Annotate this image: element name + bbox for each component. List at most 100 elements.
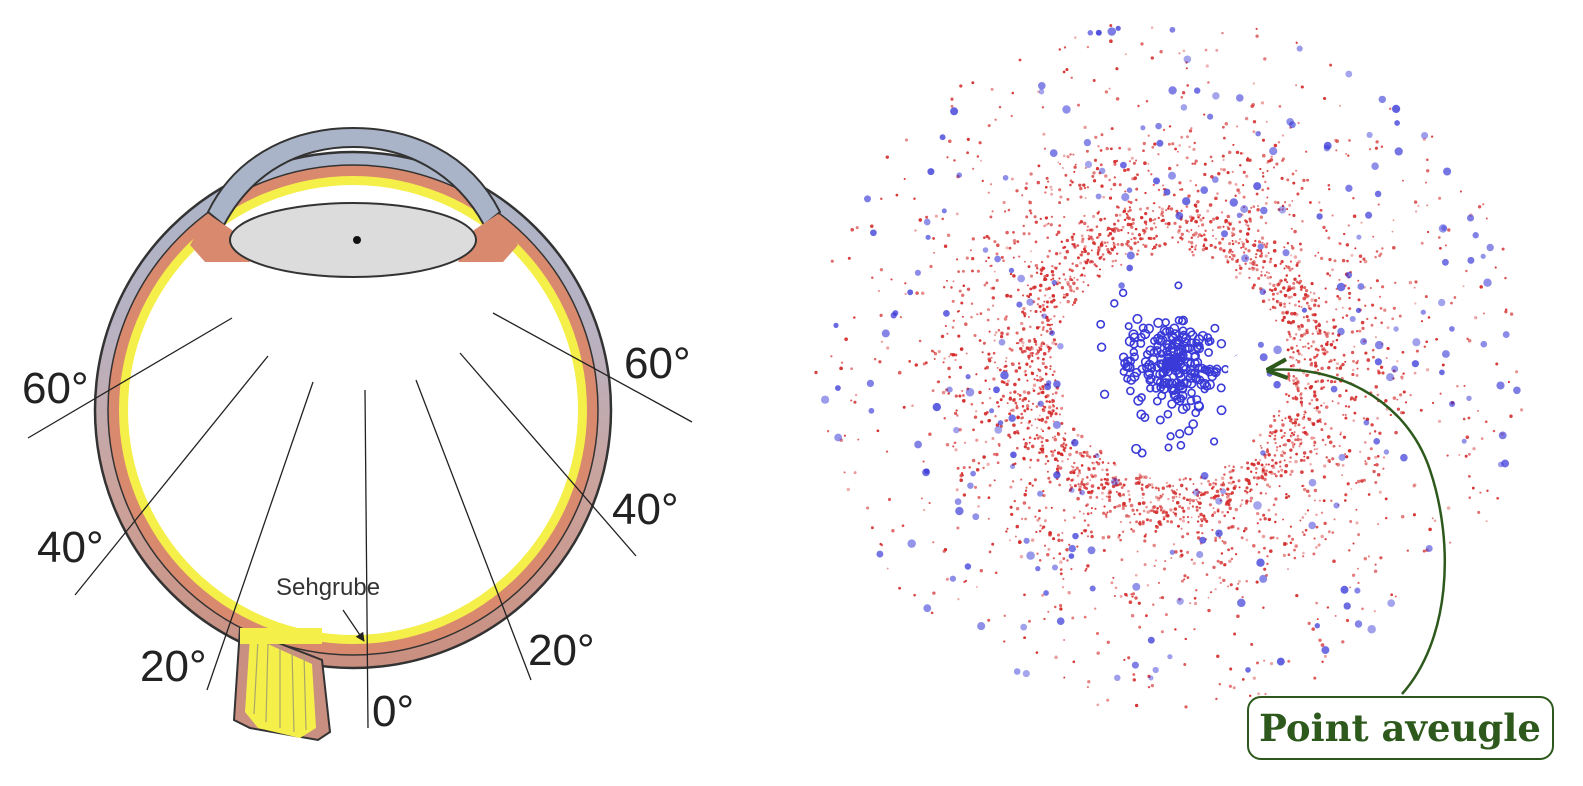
rod-cell bbox=[1182, 496, 1186, 500]
rod-cell bbox=[1313, 436, 1316, 440]
rod-cell bbox=[1291, 363, 1295, 368]
rod-cell bbox=[1044, 216, 1048, 220]
rod-cell bbox=[1220, 211, 1224, 214]
rod-cell bbox=[1038, 435, 1042, 439]
rod-cell bbox=[1313, 355, 1317, 359]
rod-cell bbox=[1291, 432, 1294, 435]
rod-cell bbox=[1004, 360, 1007, 363]
rod-cell bbox=[1079, 261, 1083, 265]
rod-cell bbox=[1192, 147, 1196, 151]
rod-cell bbox=[1352, 214, 1357, 218]
rod-cell bbox=[933, 357, 936, 360]
rod-cell bbox=[1181, 237, 1184, 240]
rod-cell bbox=[1313, 361, 1318, 365]
rod-cell bbox=[1095, 264, 1098, 268]
rod-cell bbox=[1350, 253, 1354, 257]
rod-cell bbox=[1266, 555, 1269, 558]
rod-cell bbox=[998, 105, 1002, 109]
rod-cell bbox=[1036, 458, 1040, 462]
rod-cell bbox=[1089, 259, 1093, 263]
rod-cell bbox=[1462, 285, 1465, 288]
rod-cell bbox=[1143, 244, 1148, 248]
rod-cell bbox=[1105, 478, 1109, 482]
rod-cell bbox=[1335, 366, 1339, 370]
rod-cell bbox=[1073, 461, 1076, 465]
rod-cell bbox=[1106, 241, 1109, 244]
rod-cell bbox=[1259, 518, 1262, 521]
rod-cell bbox=[993, 361, 997, 364]
rod-cell bbox=[1172, 485, 1175, 487]
rod-cell bbox=[1038, 517, 1041, 520]
rod-cell bbox=[1062, 273, 1066, 276]
rod-cell bbox=[1218, 225, 1222, 229]
rod-cell bbox=[1109, 24, 1113, 27]
rod-cell bbox=[1091, 475, 1095, 479]
rod-cell bbox=[1244, 247, 1248, 251]
rod-cell bbox=[1046, 553, 1050, 557]
rod-cell bbox=[1029, 274, 1034, 278]
rod-cell bbox=[1392, 245, 1396, 250]
rod-cell bbox=[1252, 439, 1256, 443]
rod-cell bbox=[1131, 529, 1136, 533]
rod-cell bbox=[1048, 400, 1051, 403]
rod-cell bbox=[1080, 434, 1084, 439]
rod-cell bbox=[1082, 183, 1086, 187]
rod-cell bbox=[1195, 505, 1199, 509]
rod-cell bbox=[1302, 345, 1305, 348]
rod-cell bbox=[1325, 320, 1329, 323]
rod-cell bbox=[1180, 135, 1184, 139]
rod-cell bbox=[1295, 344, 1298, 347]
rod-cell bbox=[1135, 173, 1138, 176]
rod-cell bbox=[1311, 627, 1315, 631]
rod-cell bbox=[1229, 667, 1233, 671]
rod-cell bbox=[1269, 275, 1272, 279]
rod-cell bbox=[1107, 483, 1110, 486]
rod-cell bbox=[1051, 393, 1054, 396]
rod-cell bbox=[1268, 260, 1272, 264]
rod-cell bbox=[1299, 242, 1302, 246]
rod-cell bbox=[1124, 207, 1127, 210]
rod-cell bbox=[1359, 260, 1362, 264]
rod-cell bbox=[1137, 476, 1141, 481]
rod-cell bbox=[1291, 172, 1295, 176]
rod-cell bbox=[1166, 485, 1169, 488]
rod-cell bbox=[1044, 462, 1047, 465]
rod-cell bbox=[1219, 560, 1223, 565]
rod-cell bbox=[1035, 271, 1039, 274]
rod-cell bbox=[1073, 298, 1078, 302]
rod-cell bbox=[1317, 543, 1321, 547]
rod-cell bbox=[1183, 578, 1186, 581]
rod-cell bbox=[1191, 505, 1194, 508]
rod-cell bbox=[1070, 76, 1073, 79]
rod-cell bbox=[1303, 286, 1307, 290]
rod-cell bbox=[1179, 549, 1183, 553]
rod-cell bbox=[1227, 481, 1231, 485]
rod-cell bbox=[1400, 514, 1405, 519]
rod-cell bbox=[1177, 228, 1181, 232]
rod-cell bbox=[992, 452, 996, 456]
rod-cell bbox=[847, 256, 851, 260]
rod-cell bbox=[1190, 229, 1193, 231]
rod-cell bbox=[1224, 122, 1229, 126]
rod-cell bbox=[962, 466, 966, 470]
rod-cell bbox=[1327, 236, 1331, 240]
rod-cell bbox=[1355, 508, 1358, 511]
rod-cell bbox=[936, 380, 940, 384]
rod-cell bbox=[1247, 224, 1250, 227]
rod-cell bbox=[1338, 366, 1343, 370]
rod-cell bbox=[918, 218, 923, 222]
rod-cell bbox=[1320, 344, 1324, 348]
rod-cell bbox=[1374, 563, 1377, 566]
rod-cell bbox=[1394, 595, 1397, 598]
rod-cell bbox=[1005, 530, 1008, 533]
rod-cell bbox=[1023, 409, 1026, 412]
rod-cell bbox=[1283, 246, 1286, 249]
rod-cell bbox=[1293, 424, 1297, 428]
rod-cell bbox=[880, 340, 884, 344]
rod-cell bbox=[1313, 394, 1317, 398]
rod-cell bbox=[1086, 186, 1089, 189]
rod-cell bbox=[1296, 413, 1300, 417]
rod-cell bbox=[1125, 514, 1129, 518]
rod-cell bbox=[1048, 296, 1051, 299]
rod-cell bbox=[1320, 386, 1324, 390]
